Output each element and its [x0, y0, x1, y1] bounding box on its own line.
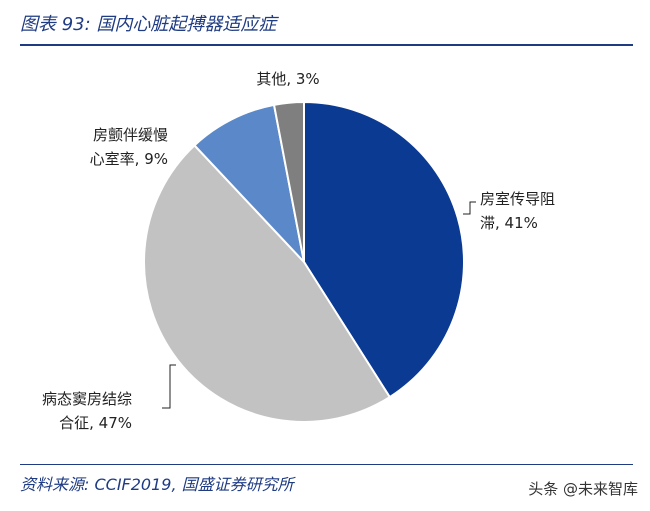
slice-label-2: 房颤伴缓慢心室率, 9%	[90, 126, 168, 168]
source-note: 资料来源: CCIF2019, 国盛证券研究所	[20, 475, 294, 494]
leader-line-1	[162, 364, 176, 409]
slice-label-0: 房室传导阻滞, 41%	[480, 190, 555, 232]
watermark-text: 头条 @未来智库	[528, 480, 638, 498]
pie-slice-2	[193, 103, 306, 266]
footer-divider	[20, 464, 633, 465]
leader-line-0	[463, 201, 476, 215]
pie-chart: 房室传导阻滞, 41% 病态窦房结综合征, 47% 房颤伴缓慢心室率, 9% 其他, …	[42, 70, 555, 432]
pie-slice-3	[272, 100, 305, 263]
slice-label-line: 房室传导阻	[480, 190, 555, 208]
slice-label-1: 病态窦房结综合征, 47%	[42, 390, 132, 432]
slice-label-line: 病态窦房结综	[42, 390, 132, 408]
chart-title: 图表 93: 国内心脏起搏器适应症	[20, 14, 277, 35]
slice-label-3: 其他, 3%	[256, 70, 319, 88]
slice-label-line: 房颤伴缓慢	[93, 126, 168, 144]
slice-label-line: 滞, 41%	[480, 214, 538, 232]
title-divider	[20, 44, 633, 46]
slice-label-line: 其他, 3%	[256, 70, 319, 88]
slice-label-line: 合征, 47%	[59, 414, 132, 432]
slice-label-line: 心室率, 9%	[90, 150, 168, 168]
pie-slice-1	[143, 143, 392, 423]
